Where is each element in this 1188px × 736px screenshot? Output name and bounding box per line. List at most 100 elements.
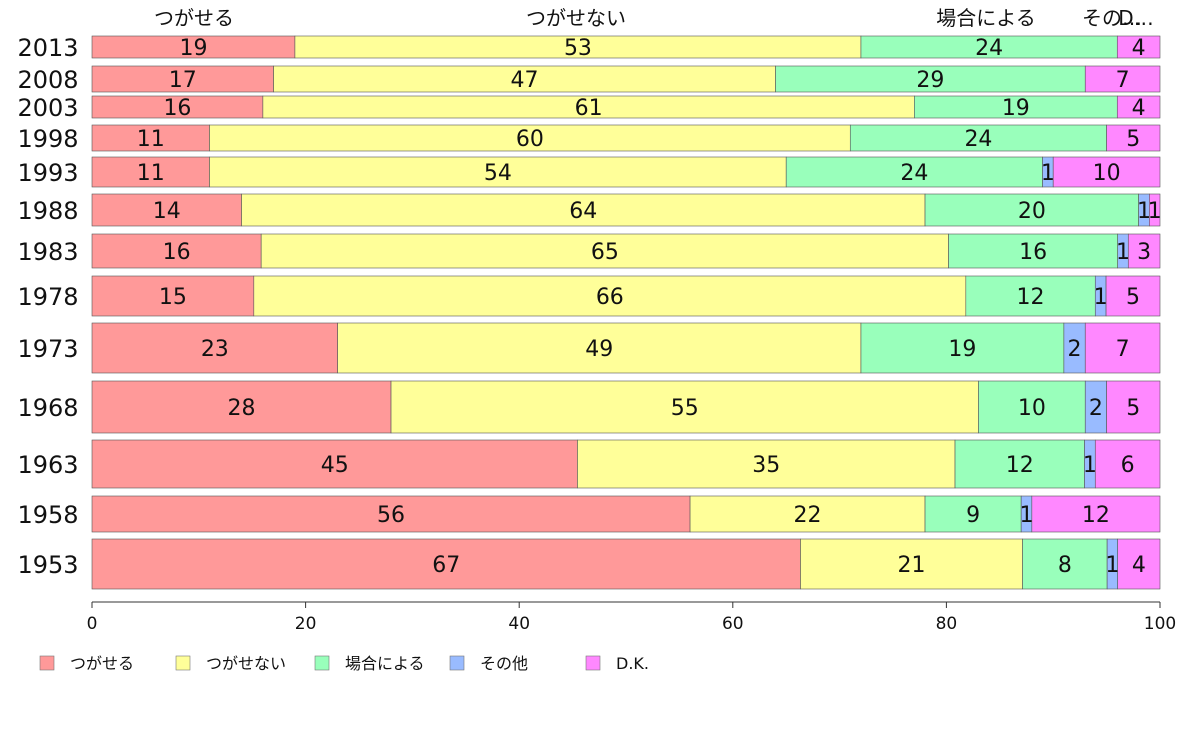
bar-segment-1983-2 bbox=[948, 233, 1119, 269]
bar-segment-1953-4 bbox=[1117, 538, 1161, 590]
bar-row-1993: 11 54 24 1 10 bbox=[91, 156, 1161, 188]
data-label-1998-2: 24 bbox=[964, 127, 992, 152]
data-label-1968-2: 10 bbox=[1018, 396, 1046, 421]
data-label-2013-0: 19 bbox=[179, 36, 207, 61]
bar-segment-1998-0 bbox=[91, 124, 210, 152]
x-tick-label-80: 80 bbox=[936, 614, 958, 634]
bar-segment-1983-0 bbox=[91, 233, 262, 269]
bar-segment-1953-0 bbox=[91, 538, 801, 590]
bar-segment-1973-4 bbox=[1084, 322, 1161, 374]
legend-label-4: D.K. bbox=[616, 654, 649, 673]
bar-segment-1968-0 bbox=[91, 380, 392, 434]
data-label-1963-1: 35 bbox=[752, 453, 780, 478]
data-label-1963-0: 45 bbox=[321, 453, 349, 478]
data-label-1973-4: 7 bbox=[1116, 337, 1130, 362]
bar-segment-1998-2 bbox=[849, 124, 1107, 152]
data-label-1998-4: 5 bbox=[1126, 127, 1140, 152]
bar-segment-1973-1 bbox=[337, 322, 862, 374]
data-label-1958-0: 56 bbox=[377, 503, 405, 528]
bar-segment-1973-0 bbox=[91, 322, 338, 374]
bar-segment-1963-2 bbox=[954, 439, 1085, 489]
x-tick-label-60: 60 bbox=[722, 614, 744, 634]
data-label-1968-0: 28 bbox=[228, 396, 256, 421]
bar-segment-1993-2 bbox=[785, 156, 1043, 188]
legend-swatch-0 bbox=[39, 655, 55, 671]
bar-segment-1983-4 bbox=[1127, 233, 1161, 269]
bar-row-1963: 45 35 12 1 6 bbox=[91, 439, 1161, 489]
data-label-1988-1: 64 bbox=[569, 199, 597, 224]
year-label-2003: 2003 bbox=[17, 94, 78, 122]
bar-segment-1968-4 bbox=[1106, 380, 1161, 434]
data-label-1988-4: 1 bbox=[1148, 199, 1162, 224]
legend-swatch-2 bbox=[314, 655, 330, 671]
data-label-1978-1: 66 bbox=[596, 285, 624, 310]
top-category-labels: つがせる つがせない 場合による その…D… bbox=[154, 6, 1154, 30]
year-label-2013: 2013 bbox=[17, 34, 78, 62]
bar-row-1968: 28 55 10 2 5 bbox=[91, 380, 1161, 434]
bar-segment-1958-2 bbox=[924, 495, 1022, 533]
year-label-1988: 1988 bbox=[17, 197, 78, 225]
data-label-1993-2: 24 bbox=[900, 161, 928, 186]
year-label-1953: 1953 bbox=[17, 551, 78, 579]
data-label-1963-4: 6 bbox=[1121, 453, 1135, 478]
bar-segment-1993-1 bbox=[209, 156, 787, 188]
data-label-1998-1: 60 bbox=[516, 127, 544, 152]
year-label-1998: 1998 bbox=[17, 125, 78, 153]
year-label-1958: 1958 bbox=[17, 501, 78, 529]
legend-swatch-1 bbox=[175, 655, 191, 671]
data-label-1988-0: 14 bbox=[153, 199, 181, 224]
data-label-1958-3: 1 bbox=[1020, 503, 1034, 528]
data-label-1988-3: 1 bbox=[1137, 199, 1151, 224]
legend-swatch-4 bbox=[585, 655, 601, 671]
bar-segment-1963-4 bbox=[1094, 439, 1161, 489]
bar-row-2013: 19 53 24 4 bbox=[91, 35, 1161, 61]
year-label-1993: 1993 bbox=[17, 159, 78, 187]
data-label-1978-0: 15 bbox=[159, 285, 187, 310]
bar-segment-2008-0 bbox=[91, 65, 274, 93]
data-label-1963-2: 12 bbox=[1006, 453, 1034, 478]
bar-segment-2003-4 bbox=[1116, 95, 1161, 119]
x-tick-label-0: 0 bbox=[87, 614, 98, 634]
bar-segment-1963-1 bbox=[577, 439, 956, 489]
data-label-1953-3: 1 bbox=[1105, 553, 1119, 578]
data-label-1993-3: 1 bbox=[1041, 161, 1055, 186]
bar-segment-2008-2 bbox=[775, 65, 1086, 93]
x-tick-label-100: 100 bbox=[1144, 614, 1176, 634]
legend: つがせる つがせない 場合による その他 D.K. bbox=[39, 654, 649, 673]
legend-swatch-3 bbox=[449, 655, 465, 671]
bar-row-1953: 67 21 8 1 4 bbox=[91, 538, 1161, 590]
data-label-1993-1: 54 bbox=[484, 161, 512, 186]
bar-segment-1993-4 bbox=[1052, 156, 1161, 188]
data-label-1983-3: 1 bbox=[1116, 240, 1130, 265]
top-label-2: 場合による bbox=[936, 6, 1035, 30]
data-label-1973-2: 19 bbox=[948, 337, 976, 362]
data-label-1988-2: 20 bbox=[1018, 199, 1046, 224]
bar-segment-1983-1 bbox=[260, 233, 949, 269]
bar-segment-1978-1 bbox=[253, 275, 967, 317]
data-label-1993-0: 11 bbox=[137, 161, 165, 186]
data-label-2003-1: 61 bbox=[575, 96, 603, 121]
year-label-1968: 1968 bbox=[17, 394, 78, 422]
data-label-2013-1: 53 bbox=[564, 36, 592, 61]
data-label-1983-2: 16 bbox=[1019, 240, 1047, 265]
data-label-2003-4: 4 bbox=[1132, 96, 1146, 121]
data-label-1963-3: 1 bbox=[1083, 453, 1097, 478]
bar-segment-2008-4 bbox=[1084, 65, 1161, 93]
data-label-1958-1: 22 bbox=[794, 503, 822, 528]
data-label-1973-0: 23 bbox=[201, 337, 229, 362]
legend-label-3: その他 bbox=[480, 654, 528, 673]
bar-segment-1953-1 bbox=[800, 538, 1023, 590]
top-label-4: D… bbox=[1118, 6, 1153, 30]
bar-segment-1993-0 bbox=[91, 156, 210, 188]
year-label-1963: 1963 bbox=[17, 451, 78, 479]
data-label-1978-4: 5 bbox=[1126, 285, 1140, 310]
year-label-1983: 1983 bbox=[17, 238, 78, 266]
bar-segment-1988-1 bbox=[241, 193, 926, 227]
legend-label-2: 場合による bbox=[345, 654, 425, 673]
data-label-1958-4: 12 bbox=[1082, 503, 1110, 528]
data-label-1998-0: 11 bbox=[137, 127, 165, 152]
data-label-2008-4: 7 bbox=[1116, 68, 1130, 93]
bar-segment-1958-0 bbox=[91, 495, 691, 533]
bar-row-2003: 16 61 19 4 bbox=[91, 95, 1161, 121]
